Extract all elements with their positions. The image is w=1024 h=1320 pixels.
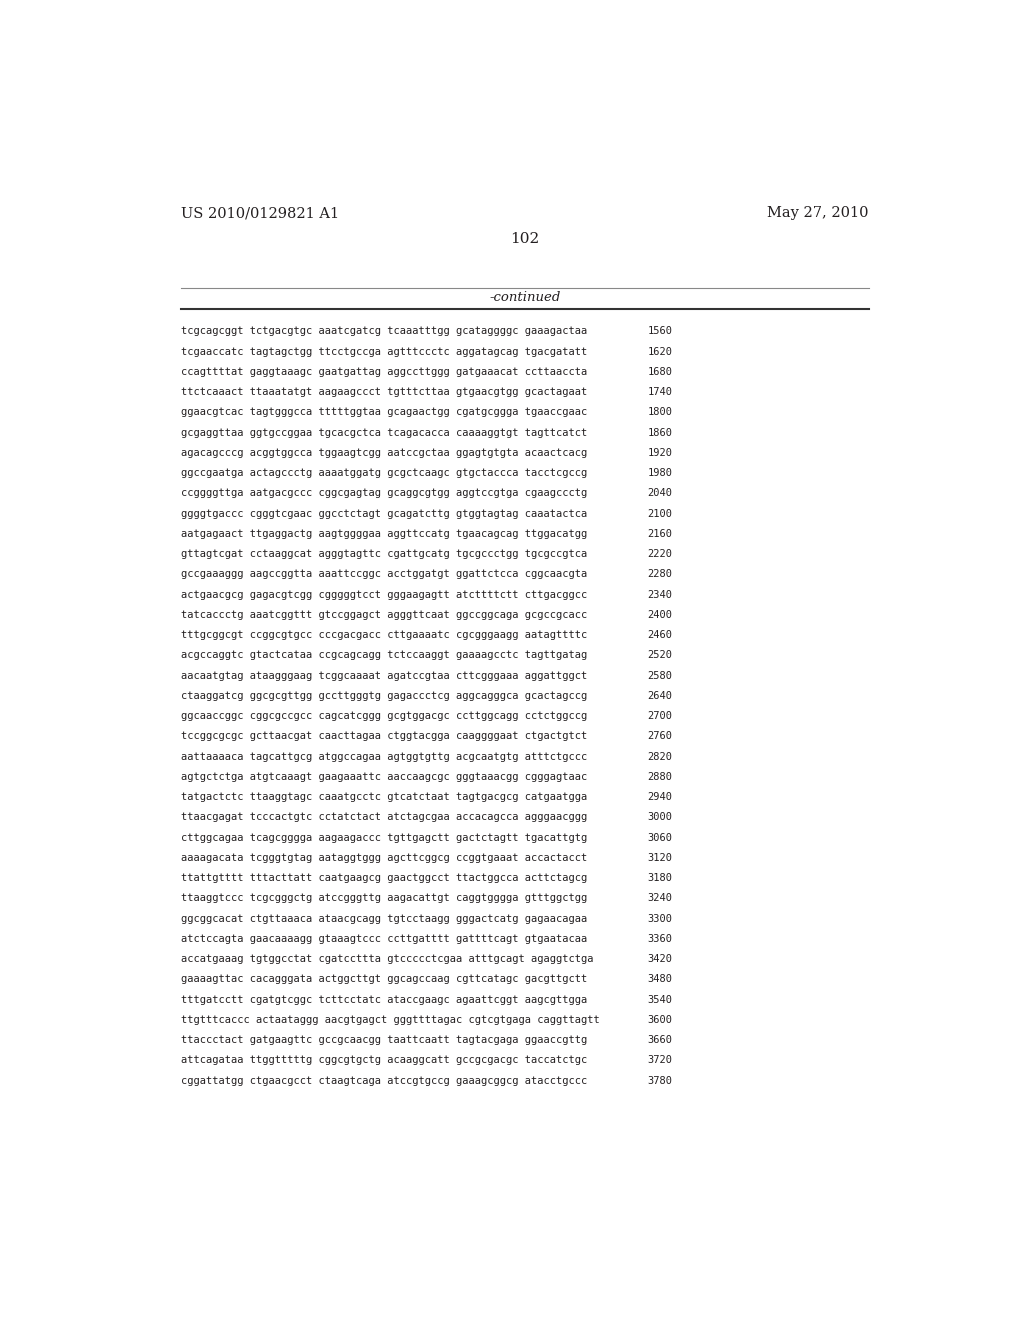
Text: 2640: 2640 [647,690,672,701]
Text: aattaaaaca tagcattgcg atggccagaa agtggtgttg acgcaatgtg atttctgccc: aattaaaaca tagcattgcg atggccagaa agtggtg… [180,751,587,762]
Text: aacaatgtag ataagggaag tcggcaaaat agatccgtaa cttcgggaaa aggattggct: aacaatgtag ataagggaag tcggcaaaat agatccg… [180,671,587,681]
Text: 3360: 3360 [647,933,672,944]
Text: ttgtttcaccc actaataggg aacgtgagct gggttttagac cgtcgtgaga caggttagtt: ttgtttcaccc actaataggg aacgtgagct gggttt… [180,1015,599,1024]
Text: tatgactctc ttaaggtagc caaatgcctc gtcatctaat tagtgacgcg catgaatgga: tatgactctc ttaaggtagc caaatgcctc gtcatct… [180,792,587,803]
Text: 1980: 1980 [647,469,672,478]
Text: 2220: 2220 [647,549,672,560]
Text: 3120: 3120 [647,853,672,863]
Text: 1620: 1620 [647,347,672,356]
Text: 2820: 2820 [647,751,672,762]
Text: gccgaaaggg aagccggtta aaattccggc acctggatgt ggattctcca cggcaacgta: gccgaaaggg aagccggtta aaattccggc acctgga… [180,569,587,579]
Text: 1860: 1860 [647,428,672,437]
Text: agacagcccg acggtggcca tggaagtcgg aatccgctaa ggagtgtgta acaactcacg: agacagcccg acggtggcca tggaagtcgg aatccgc… [180,447,587,458]
Text: attcagataa ttggtttttg cggcgtgctg acaaggcatt gccgcgacgc taccatctgc: attcagataa ttggtttttg cggcgtgctg acaaggc… [180,1055,587,1065]
Text: 3060: 3060 [647,833,672,842]
Text: acgccaggtc gtactcataa ccgcagcagg tctccaaggt gaaaagcctc tagttgatag: acgccaggtc gtactcataa ccgcagcagg tctccaa… [180,651,587,660]
Text: tccggcgcgc gcttaacgat caacttagaa ctggtacgga caaggggaat ctgactgtct: tccggcgcgc gcttaacgat caacttagaa ctggtac… [180,731,587,742]
Text: ctaaggatcg ggcgcgttgg gccttgggtg gagaccctcg aggcagggca gcactagccg: ctaaggatcg ggcgcgttgg gccttgggtg gagaccc… [180,690,587,701]
Text: 2400: 2400 [647,610,672,620]
Text: ggggtgaccc cgggtcgaac ggcctctagt gcagatcttg gtggtagtag caaatactca: ggggtgaccc cgggtcgaac ggcctctagt gcagatc… [180,508,587,519]
Text: 3300: 3300 [647,913,672,924]
Text: 2940: 2940 [647,792,672,803]
Text: 3000: 3000 [647,812,672,822]
Text: 3780: 3780 [647,1076,672,1085]
Text: 2160: 2160 [647,529,672,539]
Text: 2280: 2280 [647,569,672,579]
Text: 2040: 2040 [647,488,672,498]
Text: tcgcagcggt tctgacgtgc aaatcgatcg tcaaatttgg gcataggggc gaaagactaa: tcgcagcggt tctgacgtgc aaatcgatcg tcaaatt… [180,326,587,337]
Text: ggccgaatga actagccctg aaaatggatg gcgctcaagc gtgctaccca tacctcgccg: ggccgaatga actagccctg aaaatggatg gcgctca… [180,469,587,478]
Text: 2880: 2880 [647,772,672,781]
Text: ttattgtttt tttacttatt caatgaagcg gaactggcct ttactggcca acttctagcg: ttattgtttt tttacttatt caatgaagcg gaactgg… [180,873,587,883]
Text: ggcaaccggc cggcgccgcc cagcatcggg gcgtggacgc ccttggcagg cctctggccg: ggcaaccggc cggcgccgcc cagcatcggg gcgtgga… [180,711,587,721]
Text: 3720: 3720 [647,1055,672,1065]
Text: 2760: 2760 [647,731,672,742]
Text: ggaacgtcac tagtgggcca tttttggtaa gcagaactgg cgatgcggga tgaaccgaac: ggaacgtcac tagtgggcca tttttggtaa gcagaac… [180,408,587,417]
Text: tttgatcctt cgatgtcggc tcttcctatc ataccgaagc agaattcggt aagcgttgga: tttgatcctt cgatgtcggc tcttcctatc ataccga… [180,994,587,1005]
Text: 3540: 3540 [647,994,672,1005]
Text: 3600: 3600 [647,1015,672,1024]
Text: 102: 102 [510,231,540,246]
Text: gaaaagttac cacagggata actggcttgt ggcagccaag cgttcatagc gacgttgctt: gaaaagttac cacagggata actggcttgt ggcagcc… [180,974,587,985]
Text: actgaacgcg gagacgtcgg cgggggtcct gggaagagtt atcttttctt cttgacggcc: actgaacgcg gagacgtcgg cgggggtcct gggaaga… [180,590,587,599]
Text: 2460: 2460 [647,630,672,640]
Text: 3660: 3660 [647,1035,672,1045]
Text: 2100: 2100 [647,508,672,519]
Text: agtgctctga atgtcaaagt gaagaaattc aaccaagcgc gggtaaacgg cgggagtaac: agtgctctga atgtcaaagt gaagaaattc aaccaag… [180,772,587,781]
Text: 1560: 1560 [647,326,672,337]
Text: gcgaggttaa ggtgccggaa tgcacgctca tcagacacca caaaaggtgt tagttcatct: gcgaggttaa ggtgccggaa tgcacgctca tcagaca… [180,428,587,437]
Text: aatgagaact ttgaggactg aagtggggaa aggttccatg tgaacagcag ttggacatgg: aatgagaact ttgaggactg aagtggggaa aggttcc… [180,529,587,539]
Text: accatgaaag tgtggcctat cgatccttta gtccccctcgaa atttgcagt agaggtctga: accatgaaag tgtggcctat cgatccttta gtccccc… [180,954,593,964]
Text: tatcaccctg aaatcggttt gtccggagct agggttcaat ggccggcaga gcgccgcacc: tatcaccctg aaatcggttt gtccggagct agggttc… [180,610,587,620]
Text: cggattatgg ctgaacgcct ctaagtcaga atccgtgccg gaaagcggcg atacctgccc: cggattatgg ctgaacgcct ctaagtcaga atccgtg… [180,1076,587,1085]
Text: 2340: 2340 [647,590,672,599]
Text: 3240: 3240 [647,894,672,903]
Text: 3180: 3180 [647,873,672,883]
Text: cttggcagaa tcagcgggga aagaagaccc tgttgagctt gactctagtt tgacattgtg: cttggcagaa tcagcgggga aagaagaccc tgttgag… [180,833,587,842]
Text: 1920: 1920 [647,447,672,458]
Text: May 27, 2010: May 27, 2010 [767,206,869,220]
Text: atctccagta gaacaaaagg gtaaagtccc ccttgatttt gattttcagt gtgaatacaa: atctccagta gaacaaaagg gtaaagtccc ccttgat… [180,933,587,944]
Text: ccagttttat gaggtaaagc gaatgattag aggccttggg gatgaaacat ccttaaccta: ccagttttat gaggtaaagc gaatgattag aggcctt… [180,367,587,376]
Text: 1800: 1800 [647,408,672,417]
Text: ggcggcacat ctgttaaaca ataacgcagg tgtcctaagg gggactcatg gagaacagaa: ggcggcacat ctgttaaaca ataacgcagg tgtccta… [180,913,587,924]
Text: 3480: 3480 [647,974,672,985]
Text: gttagtcgat cctaaggcat agggtagttc cgattgcatg tgcgccctgg tgcgccgtca: gttagtcgat cctaaggcat agggtagttc cgattgc… [180,549,587,560]
Text: 2700: 2700 [647,711,672,721]
Text: 2520: 2520 [647,651,672,660]
Text: -continued: -continued [489,290,560,304]
Text: ttaaggtccc tcgcgggctg atccgggttg aagacattgt caggtgggga gtttggctgg: ttaaggtccc tcgcgggctg atccgggttg aagacat… [180,894,587,903]
Text: ccggggttga aatgacgccc cggcgagtag gcaggcgtgg aggtccgtga cgaagccctg: ccggggttga aatgacgccc cggcgagtag gcaggcg… [180,488,587,498]
Text: US 2010/0129821 A1: US 2010/0129821 A1 [180,206,339,220]
Text: ttaccctact gatgaagttc gccgcaacgg taattcaatt tagtacgaga ggaaccgttg: ttaccctact gatgaagttc gccgcaacgg taattca… [180,1035,587,1045]
Text: tcgaaccatc tagtagctgg ttcctgccga agtttccctc aggatagcag tgacgatatt: tcgaaccatc tagtagctgg ttcctgccga agtttcc… [180,347,587,356]
Text: tttgcggcgt ccggcgtgcc cccgacgacc cttgaaaatc cgcgggaagg aatagttttc: tttgcggcgt ccggcgtgcc cccgacgacc cttgaaa… [180,630,587,640]
Text: ttaacgagat tcccactgtc cctatctact atctagcgaa accacagcca agggaacggg: ttaacgagat tcccactgtc cctatctact atctagc… [180,812,587,822]
Text: 2580: 2580 [647,671,672,681]
Text: ttctcaaact ttaaatatgt aagaagccct tgtttcttaa gtgaacgtgg gcactagaat: ttctcaaact ttaaatatgt aagaagccct tgtttct… [180,387,587,397]
Text: aaaagacata tcgggtgtag aataggtggg agcttcggcg ccggtgaaat accactacct: aaaagacata tcgggtgtag aataggtggg agcttcg… [180,853,587,863]
Text: 3420: 3420 [647,954,672,964]
Text: 1740: 1740 [647,387,672,397]
Text: 1680: 1680 [647,367,672,376]
